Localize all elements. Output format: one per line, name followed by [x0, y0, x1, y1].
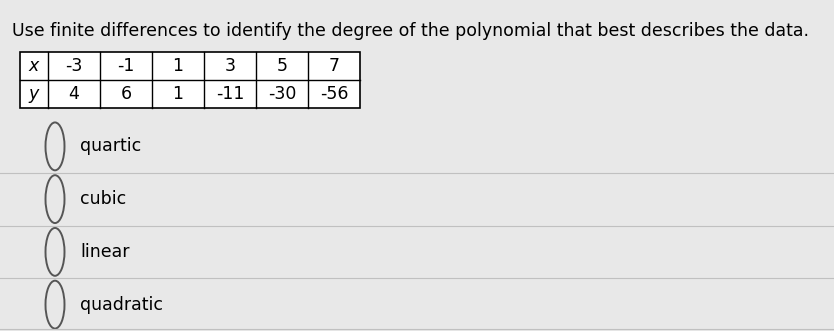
Text: 3: 3 [224, 57, 235, 75]
Text: -1: -1 [118, 57, 134, 75]
Text: 5: 5 [277, 57, 288, 75]
Text: -56: -56 [319, 85, 349, 103]
Text: 1: 1 [173, 85, 183, 103]
Bar [20, 52, 360, 108]
Text: linear: linear [80, 243, 129, 261]
Text: x: x [29, 57, 39, 75]
Text: 6: 6 [120, 85, 132, 103]
Text: -30: -30 [268, 85, 296, 103]
Text: -11: -11 [216, 85, 244, 103]
Text: quartic: quartic [80, 137, 141, 155]
Text: Use finite differences to identify the degree of the polynomial that best descri: Use finite differences to identify the d… [12, 22, 809, 40]
Text: 7: 7 [329, 57, 339, 75]
Text: y: y [29, 85, 39, 103]
Text: quadratic: quadratic [80, 296, 163, 314]
Text: 1: 1 [173, 57, 183, 75]
Text: 4: 4 [68, 85, 79, 103]
Text: cubic: cubic [80, 190, 126, 208]
Text: -3: -3 [65, 57, 83, 75]
